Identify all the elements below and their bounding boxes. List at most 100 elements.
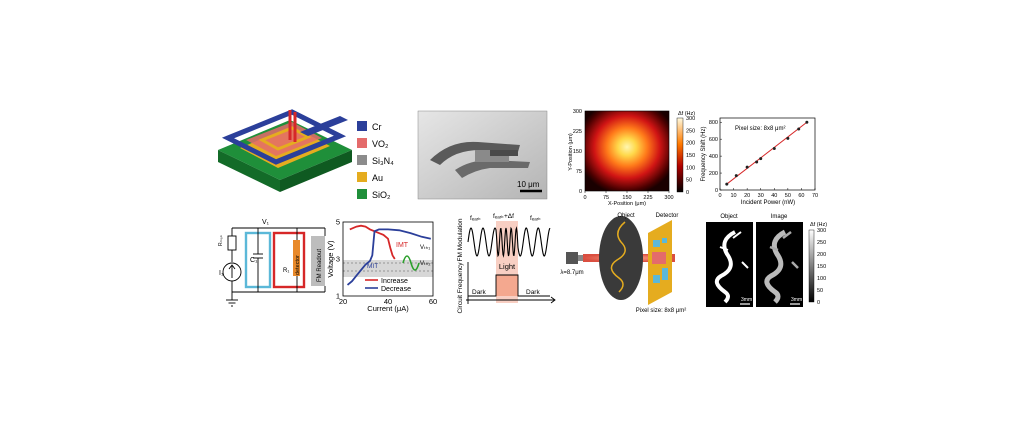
legend-label-au: Au bbox=[372, 173, 383, 183]
linear-chart-point bbox=[759, 157, 763, 161]
result-colorbar-tick-label: 0 bbox=[817, 300, 820, 306]
fm-dark1-label: Dark bbox=[472, 289, 486, 296]
heatmap-x-ticks: 0 75 150 225 300 bbox=[583, 191, 674, 201]
linear-chart-x-tick-label: 30 bbox=[758, 193, 764, 199]
linear-chart-point bbox=[786, 136, 790, 140]
image-scale-label: 3mm bbox=[791, 297, 802, 303]
fm-ylabel-bottom: Circuit Frequency bbox=[457, 262, 464, 314]
circuit-labels: V₁ Rₘ₀ₙ C₁ I₁ detector R₁ FM Readout bbox=[218, 219, 323, 282]
legend-swatch-vo2 bbox=[357, 138, 367, 148]
linear-chart-point bbox=[725, 182, 729, 186]
result-colorbar bbox=[808, 229, 815, 303]
legend-swatch-si3n4 bbox=[357, 155, 367, 165]
circuit-rd-label: R₁ bbox=[283, 268, 289, 274]
heatmap-colorbar-tick-label: 0 bbox=[686, 190, 689, 196]
heatmap-y-tick-label: 300 bbox=[573, 109, 582, 115]
fm-waveform bbox=[467, 226, 551, 258]
heatmap-colorbar-tick-label: 100 bbox=[686, 165, 695, 171]
detector-resistor bbox=[293, 240, 300, 276]
imaging-wavelength-label: λ=8.7μm bbox=[560, 270, 583, 276]
legend-label-cr: Cr bbox=[372, 122, 382, 132]
linear-chart-point bbox=[797, 127, 801, 131]
fm-fdark2-label: fₑₐᵣₖ bbox=[530, 215, 541, 222]
heatmap-x-tick-label: 150 bbox=[622, 195, 631, 201]
heatmap-panel: Y-Position (μm) X-Position (μm) 0 75 150 22… bbox=[568, 109, 695, 207]
linear-chart-y-tick-label: 0 bbox=[715, 188, 718, 194]
linear-chart-point bbox=[734, 174, 738, 178]
heatmap-colorbar-tick-label: 50 bbox=[686, 178, 692, 184]
heatmap-colorbar-unit: Δf (Hz) bbox=[678, 111, 695, 117]
linear-chart: Pixel size: 8x8 μm² Incident Power (nW) … bbox=[701, 117, 818, 206]
fm-readout-block bbox=[311, 236, 325, 286]
heatmap-xlabel: X-Position (μm) bbox=[608, 201, 646, 207]
circuit-i-label: I₁ bbox=[219, 270, 224, 277]
linear-chart-y-tick-label: 400 bbox=[709, 154, 718, 160]
result-colorbar-tick-label: 100 bbox=[817, 276, 826, 282]
circuit-readout-label: FM Readout bbox=[317, 249, 323, 282]
fm-light-label: Light bbox=[499, 262, 516, 271]
linear-chart-frame bbox=[719, 117, 816, 191]
linear-chart-x-tick-label: 40 bbox=[771, 193, 777, 199]
heatmap-y-tick-label: 225 bbox=[573, 129, 582, 135]
imaging-detector-label: Detector bbox=[656, 213, 679, 219]
circuit-detector-label: detector bbox=[295, 255, 301, 275]
iv-legend-decrease: Decrease bbox=[381, 286, 411, 293]
iv-series-line bbox=[349, 224, 396, 260]
linear-chart-point bbox=[772, 146, 776, 150]
iv-mit-label: MIT bbox=[367, 263, 378, 270]
linear-chart-point bbox=[805, 120, 809, 124]
result-colorbar-tick-label: 150 bbox=[817, 264, 826, 270]
object-scale-label: 3mm bbox=[741, 297, 752, 303]
result-colorbar-ticks: 300 250 200 150 100 50 0 bbox=[817, 228, 826, 306]
linear-chart-y-tick-label: 600 bbox=[709, 137, 718, 143]
circuit-c-label: C₁ bbox=[250, 257, 258, 264]
circuit-r-label: Rₘ₀ₙ bbox=[218, 235, 224, 246]
legend-swatch-sio2 bbox=[357, 189, 367, 199]
result-colorbar-tick-label: 50 bbox=[817, 288, 823, 294]
heatmap-image bbox=[585, 111, 669, 191]
legend-swatch-cr bbox=[357, 121, 367, 131]
iv-y-tick-label: 1 bbox=[336, 292, 340, 301]
device-3d-illustration bbox=[218, 109, 352, 192]
heatmap-colorbar-tick-label: 250 bbox=[686, 128, 695, 134]
imaging-object-label: Object bbox=[617, 213, 635, 219]
heatmap-colorbar-tick-label: 300 bbox=[686, 116, 695, 122]
iv-vth2-label: Vₜₕ₂ bbox=[420, 261, 431, 267]
circuit-v1-label: V₁ bbox=[262, 219, 270, 226]
linear-chart-xlabel: Incident Power (nW) bbox=[741, 200, 795, 206]
iv-y-tick-label: 5 bbox=[336, 218, 340, 227]
fm-fmod-label: fₑₐᵣₖ+Δf bbox=[493, 213, 514, 220]
result-colorbar-tick-label: 200 bbox=[817, 252, 826, 258]
linear-chart-y-ticks: 0 200 400 600 800 bbox=[709, 120, 722, 194]
legend-label-sio2: SiO₂ bbox=[372, 190, 391, 200]
legend-label-si3n4: Si₃N₄ bbox=[372, 156, 394, 166]
iv-xlabel: Current (μA) bbox=[367, 304, 409, 313]
fm-dark2-label: Dark bbox=[526, 289, 540, 296]
iv-curves bbox=[346, 224, 431, 286]
iv-y-ticks: 5 3 1 bbox=[336, 218, 340, 301]
result-object-label: Object bbox=[720, 214, 738, 220]
iv-y-tick-label: 3 bbox=[336, 255, 340, 264]
laser-source bbox=[566, 252, 578, 264]
heatmap-y-tick-label: 150 bbox=[573, 149, 582, 155]
heatmap-x-tick-label: 75 bbox=[603, 195, 609, 201]
linear-chart-x-tick-label: 0 bbox=[718, 193, 721, 199]
iv-legend-increase: Increase bbox=[381, 278, 408, 285]
linear-chart-x-tick-label: 70 bbox=[812, 193, 818, 199]
linear-chart-y-tick-label: 200 bbox=[709, 171, 718, 177]
result-colorbar-unit: Δf (Hz) bbox=[810, 222, 827, 228]
result-colorbar-tick-label: 250 bbox=[817, 240, 826, 246]
linear-chart-x-tick-label: 60 bbox=[798, 193, 804, 199]
iv-ylabel: Voltage (V) bbox=[326, 240, 335, 278]
linear-chart-x-tick-label: 50 bbox=[785, 193, 791, 199]
linear-chart-fit-line bbox=[726, 121, 808, 185]
sem-image: 10 μm bbox=[417, 110, 548, 200]
linear-chart-x-ticks: 0 10 20 30 40 50 60 70 bbox=[718, 188, 818, 199]
iv-chart: IMT MIT Vₜₕ₁ Vₜₕ₂ Increase Decrease 20 40… bbox=[326, 218, 437, 314]
iv-x-tick-label: 40 bbox=[384, 297, 392, 306]
heatmap-colorbar bbox=[676, 117, 684, 193]
iv-imt-label: IMT bbox=[396, 242, 409, 249]
iv-oscillation bbox=[402, 255, 420, 271]
legend-label-vo2: VO₂ bbox=[372, 139, 389, 149]
